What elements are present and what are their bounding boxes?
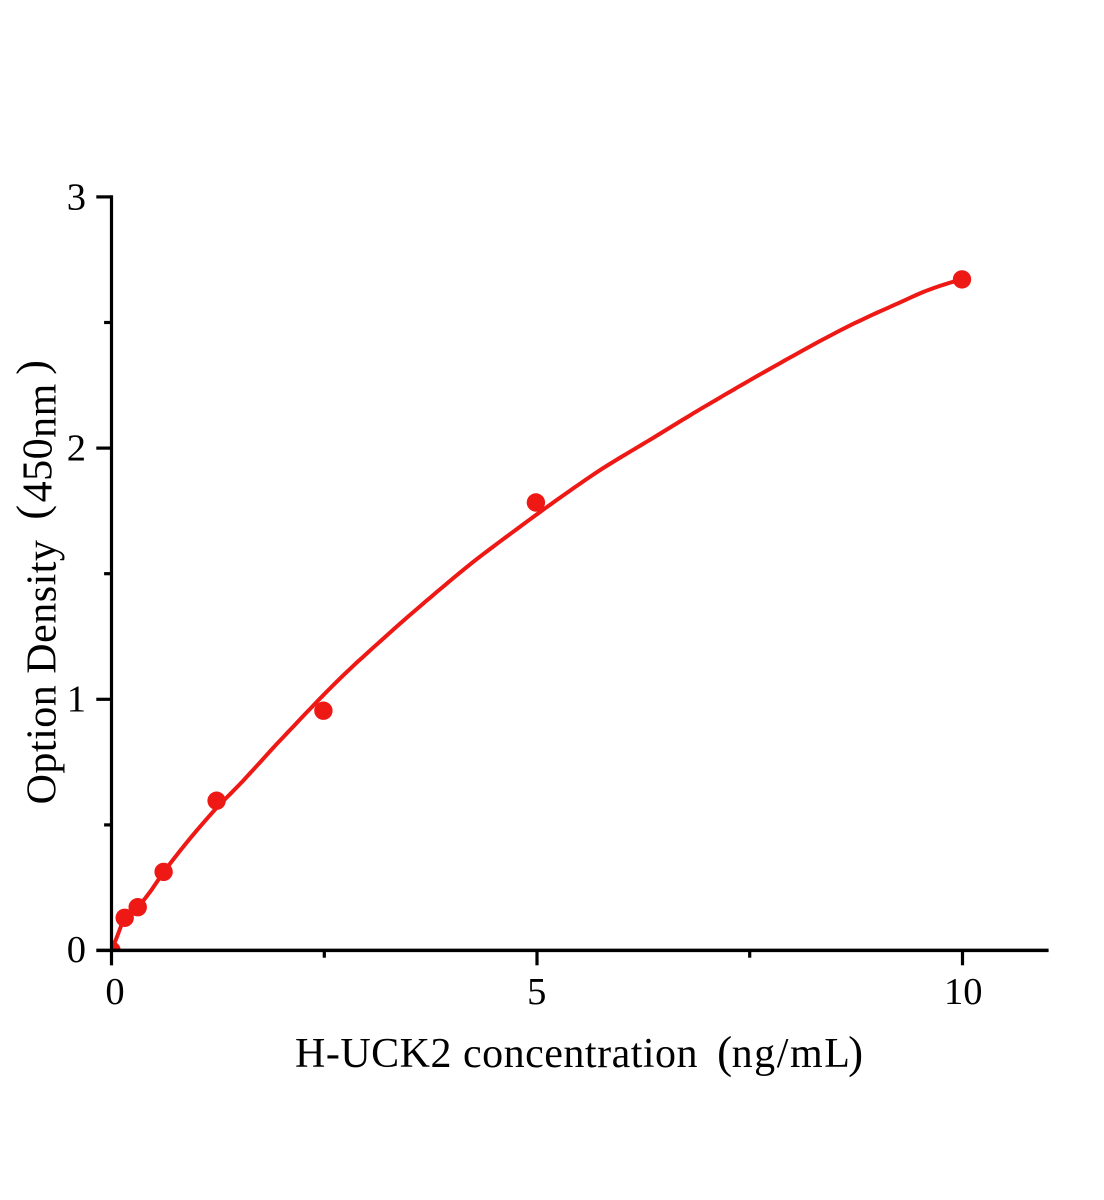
svg-text:0: 0: [105, 971, 124, 1013]
svg-text:1: 1: [67, 679, 86, 721]
svg-text:3: 3: [67, 176, 86, 218]
svg-text:10: 10: [944, 971, 983, 1013]
svg-text:2: 2: [67, 427, 86, 469]
svg-text:5: 5: [527, 971, 546, 1013]
svg-text:0: 0: [67, 929, 86, 971]
svg-text:H-UCK2 concentration(ng/mL): H-UCK2 concentration (ng/mL): [295, 1028, 864, 1078]
